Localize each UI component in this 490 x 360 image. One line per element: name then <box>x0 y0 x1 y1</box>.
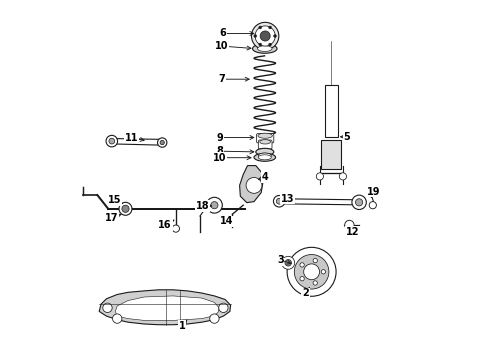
Circle shape <box>259 26 262 29</box>
Text: 13: 13 <box>281 194 295 204</box>
Circle shape <box>356 199 363 206</box>
Circle shape <box>369 202 376 209</box>
Ellipse shape <box>258 153 271 158</box>
FancyBboxPatch shape <box>325 85 338 137</box>
Circle shape <box>294 255 329 289</box>
FancyBboxPatch shape <box>257 134 274 143</box>
Circle shape <box>313 281 318 285</box>
Circle shape <box>287 247 336 296</box>
Text: 10: 10 <box>213 153 251 163</box>
Polygon shape <box>99 290 231 325</box>
Circle shape <box>160 140 164 145</box>
Circle shape <box>113 314 122 323</box>
Circle shape <box>255 26 275 46</box>
Circle shape <box>109 138 115 144</box>
Circle shape <box>211 202 218 209</box>
Circle shape <box>285 260 292 266</box>
Polygon shape <box>240 166 263 203</box>
Text: 2: 2 <box>302 287 310 298</box>
Circle shape <box>254 35 257 37</box>
Circle shape <box>122 205 129 212</box>
Text: 12: 12 <box>346 227 360 237</box>
Ellipse shape <box>260 140 270 144</box>
Circle shape <box>321 270 325 274</box>
Text: 11: 11 <box>125 132 144 143</box>
Circle shape <box>259 43 262 46</box>
Text: 19: 19 <box>367 186 381 197</box>
Ellipse shape <box>256 148 274 156</box>
Text: 9: 9 <box>217 132 254 143</box>
Circle shape <box>269 43 271 46</box>
Circle shape <box>260 31 270 41</box>
Circle shape <box>352 195 367 210</box>
Circle shape <box>300 263 304 267</box>
Circle shape <box>282 256 294 269</box>
Ellipse shape <box>258 155 271 160</box>
Text: 15: 15 <box>108 195 122 205</box>
Circle shape <box>219 303 228 312</box>
Text: 1: 1 <box>179 320 187 331</box>
Text: 3: 3 <box>277 255 291 265</box>
Text: 18: 18 <box>196 201 212 211</box>
Circle shape <box>339 173 346 180</box>
Circle shape <box>106 135 118 147</box>
Circle shape <box>273 35 276 37</box>
Ellipse shape <box>254 153 275 161</box>
Text: 8: 8 <box>217 146 254 156</box>
Text: 5: 5 <box>341 132 350 142</box>
Text: 10: 10 <box>215 41 251 51</box>
Circle shape <box>206 197 222 213</box>
Circle shape <box>304 264 319 280</box>
Circle shape <box>276 198 282 204</box>
Circle shape <box>273 195 285 207</box>
FancyBboxPatch shape <box>321 140 342 169</box>
Circle shape <box>103 303 112 312</box>
Circle shape <box>313 258 318 263</box>
Text: 16: 16 <box>158 220 174 230</box>
Text: 14: 14 <box>220 216 233 226</box>
Text: 17: 17 <box>105 213 121 223</box>
Circle shape <box>269 26 271 29</box>
Circle shape <box>119 202 132 215</box>
Ellipse shape <box>258 133 272 138</box>
Circle shape <box>172 225 179 232</box>
Circle shape <box>157 138 167 147</box>
Ellipse shape <box>252 44 277 53</box>
Text: 4: 4 <box>259 172 268 182</box>
Ellipse shape <box>258 46 272 51</box>
Circle shape <box>300 276 304 281</box>
Circle shape <box>345 220 354 230</box>
Circle shape <box>210 314 219 323</box>
Circle shape <box>251 22 279 50</box>
Circle shape <box>246 177 262 193</box>
Polygon shape <box>277 199 358 205</box>
Text: 7: 7 <box>218 74 249 84</box>
Polygon shape <box>116 296 219 320</box>
Circle shape <box>316 173 323 180</box>
FancyBboxPatch shape <box>258 140 272 149</box>
Text: 6: 6 <box>220 28 254 39</box>
